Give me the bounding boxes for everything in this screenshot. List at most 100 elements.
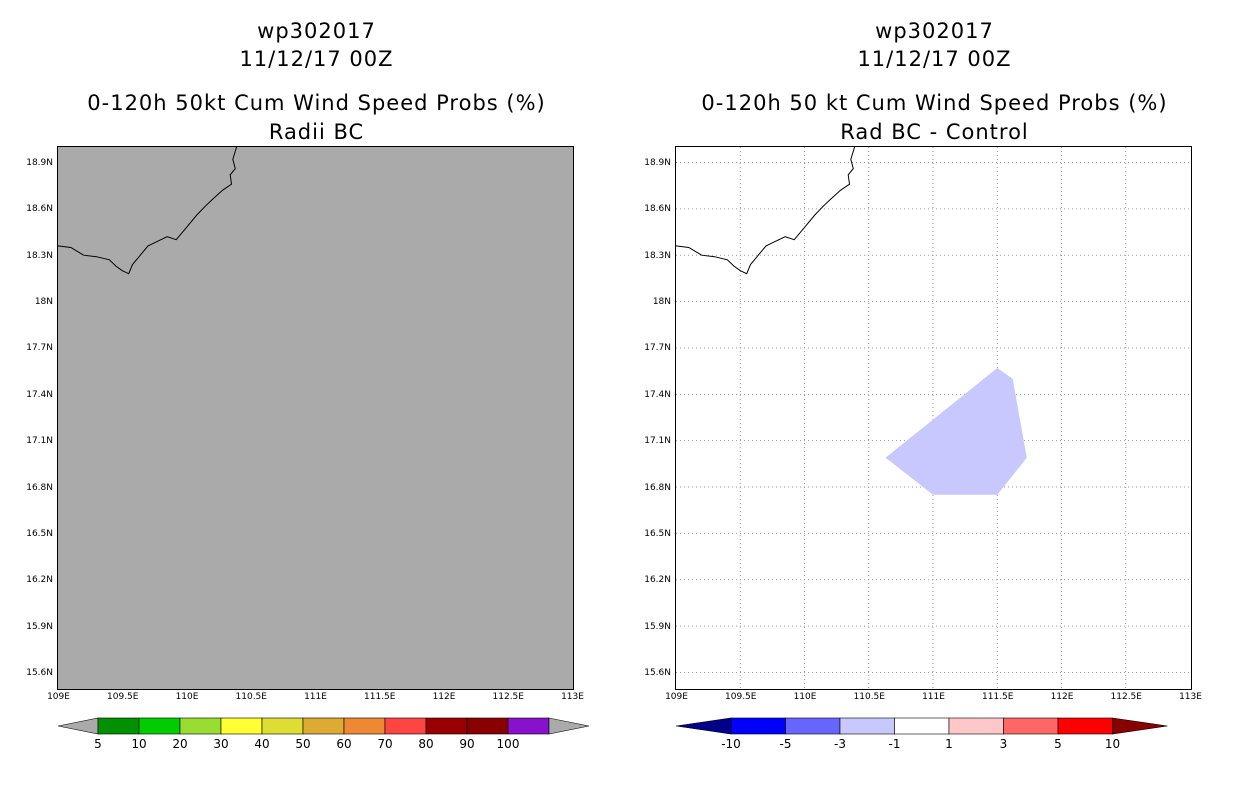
left-ylabel: 17.7N [26, 343, 53, 354]
left-xlabel: 113E [561, 692, 584, 702]
right-xlabel: 109E [665, 692, 688, 702]
left-ylabel: 17.4N [26, 389, 53, 400]
left-ylabel: 16.5N [26, 528, 53, 539]
colorbar-low-end [57, 717, 99, 735]
left-ylabel: 18.9N [26, 157, 53, 168]
colorbar-label: 40 [254, 737, 270, 751]
left-title-product: 0-120h 50kt Cum Wind Speed Probs (%) [87, 91, 546, 115]
colorbar-swatch [948, 717, 1004, 735]
colorbar-high-end [548, 717, 590, 735]
right-ylabel: 15.6N [644, 668, 671, 679]
colorbar-label: 60 [336, 737, 352, 751]
right-colorbar-svg [675, 717, 1168, 735]
colorbar-label: -3 [834, 737, 846, 751]
right-title-product: 0-120h 50 kt Cum Wind Speed Probs (%) [701, 91, 1168, 115]
colorbar-swatch [839, 717, 895, 735]
colorbar-label: 1 [945, 737, 953, 751]
right-ylabel: 18N [652, 297, 671, 308]
right-xlabel: 109.5E [725, 692, 757, 702]
left-ylabel: 17.1N [26, 436, 53, 447]
right-ylabel: 17.7N [644, 343, 671, 354]
left-ylabel: 18.6N [26, 204, 53, 215]
colorbar-label: 10 [1104, 737, 1121, 751]
left-ylabel: 15.6N [26, 668, 53, 679]
left-xlabel: 109.5E [107, 692, 139, 702]
colorbar-label: 30 [213, 737, 229, 751]
right-xlabel: 113E [1179, 692, 1202, 702]
right-map-panel [675, 146, 1192, 690]
colorbar-label: 50 [295, 737, 311, 751]
colorbar-swatch [1003, 717, 1059, 735]
right-ylabel: 16.2N [644, 575, 671, 586]
colorbar-swatch [97, 717, 140, 735]
left-xlabel: 112E [432, 692, 456, 702]
colorbar-label: -10 [721, 737, 741, 751]
colorbar-swatch [179, 717, 222, 735]
left-ylabel: 18.3N [26, 250, 53, 261]
left-xlabel: 110E [175, 692, 199, 702]
colorbar-swatch [220, 717, 263, 735]
right-xlabel: 111E [922, 692, 945, 702]
colorbar-label: 3 [999, 737, 1008, 751]
left-title-storm-id: wp302017 [257, 19, 376, 43]
colorbar-swatch [466, 717, 509, 735]
colorbar-swatch [302, 717, 345, 735]
colorbar-high-end [1112, 717, 1168, 735]
right-xlabel: 110.5E [853, 692, 885, 702]
left-colorbar [57, 715, 591, 741]
colorbar-label: -1 [888, 737, 901, 751]
colorbar-swatch [425, 717, 468, 735]
left-xlabel: 111.5E [364, 692, 396, 702]
right-ylabel: 18.3N [644, 250, 671, 261]
colorbar-label: 5 [94, 737, 102, 751]
colorbar-label: 90 [459, 737, 475, 751]
colorbar-swatch [1057, 717, 1113, 735]
right-title-storm-id: wp302017 [875, 19, 994, 43]
left-xlabel: 110.5E [235, 692, 267, 702]
left-map-svg [58, 147, 238, 275]
right-ylabel: 18.9N [644, 157, 671, 168]
left-map-panel [57, 146, 574, 690]
right-xlabel: 110E [793, 692, 817, 702]
left-title-datetime: 11/12/17 00Z [239, 47, 394, 71]
colorbar-label: 80 [418, 737, 434, 751]
colorbar-swatch [894, 717, 950, 735]
right-ylabel: 17.4N [644, 389, 671, 400]
right-colorbar [675, 715, 1170, 741]
colorbar-low-end [675, 717, 732, 735]
left-ylabel: 16.8N [26, 482, 53, 493]
left-ylabel: 15.9N [26, 621, 53, 632]
right-map-svg [676, 147, 1190, 688]
colorbar-label: 70 [377, 737, 393, 751]
coastline [676, 147, 856, 275]
right-ylabel: 15.9N [644, 621, 671, 632]
coastline [58, 147, 238, 275]
probability-difference-region [885, 368, 1027, 495]
colorbar-swatch [138, 717, 181, 735]
colorbar-swatch [507, 717, 550, 735]
right-title-subtitle: Rad BC - Control [840, 120, 1029, 144]
colorbar-swatch [261, 717, 304, 735]
left-ylabel: 18N [34, 297, 53, 308]
colorbar-swatch [730, 717, 786, 735]
colorbar-swatch [343, 717, 386, 735]
right-ylabel: 16.5N [644, 528, 671, 539]
left-colorbar-svg [57, 717, 590, 735]
right-title-datetime: 11/12/17 00Z [857, 47, 1012, 71]
left-xlabel: 112.5E [492, 692, 524, 702]
colorbar-swatch [384, 717, 427, 735]
colorbar-label: 5 [1054, 737, 1062, 751]
colorbar-label: 20 [172, 737, 188, 751]
right-ylabel: 18.6N [644, 204, 671, 215]
colorbar-swatch [785, 717, 841, 735]
right-xlabel: 111.5E [982, 692, 1014, 702]
left-xlabel: 109E [47, 692, 70, 702]
right-ylabel: 16.8N [644, 482, 671, 493]
left-title-subtitle: Radii BC [268, 120, 365, 144]
right-xlabel: 112.5E [1110, 692, 1142, 702]
right-ylabel: 17.1N [644, 436, 671, 447]
colorbar-label: 100 [496, 737, 520, 751]
left-xlabel: 111E [304, 692, 327, 702]
colorbar-label: 10 [131, 737, 147, 751]
right-xlabel: 112E [1050, 692, 1074, 702]
